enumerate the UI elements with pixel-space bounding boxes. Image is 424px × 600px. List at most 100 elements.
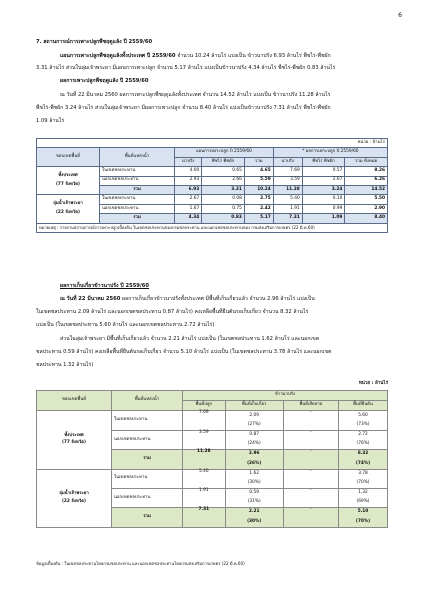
table2-remain-cell: 1.32 [338, 487, 388, 499]
table2-body: ทั้งประเทศ (77 จังหวัด) ในเขตชลประทาน 7.69 2… [36, 410, 388, 528]
table2-damage-cell: - [282, 507, 340, 528]
table1-value-cell: 3.31 [201, 184, 245, 196]
table2-harvest-pct: (31%) [224, 498, 284, 509]
table2-remain-pct: (76%) [338, 439, 388, 451]
plan-heading: แผนการเพาะปลูกพืชฤดูแล้งทั้งประเทศ ปี 25… [60, 53, 176, 59]
result-line1: ณ วันที่ 22 มีนาคม 2560 ผลการเพาะปลูกพืช… [60, 92, 331, 98]
table1-value-cell: 2.93 [173, 175, 203, 186]
harvest-line4: ส่วนในลุ่มเจ้าพระยา มีพื้นที่เก็บเกี่ยวแ… [60, 336, 320, 342]
table1-sub-rice: นาปรัง [173, 156, 203, 168]
table1-header-area: พื้นที่แหล่งน้ำ [99, 147, 175, 168]
table1-row: รวม 4.34 0.83 5.17 7.31 1.09 8.40 [37, 213, 388, 224]
table1-value-cell: 0.99 [301, 203, 346, 215]
harvest-line3: แบ่งเป็น (ในเขตชลประทาน 5.60 ล้านไร่ และ… [36, 322, 215, 328]
table1-sub-total2: รวม ทั้งหมด [344, 156, 388, 168]
table1-value-cell: 6.93 [173, 184, 203, 196]
table2-zone-cell: ลุ่มน้ำเจ้าพระยา (22 จังหวัด) [36, 468, 112, 528]
plan-paragraph-line1: แผนการเพาะปลูกพืชฤดูแล้งทั้งประเทศ ปี 25… [60, 53, 331, 59]
table1-value-cell: 3.24 [301, 184, 346, 196]
table1-value-cell: 4.00 [173, 166, 203, 177]
table2-zone-sub: (22 จังหวัด) [61, 498, 87, 504]
table1-zone-sub: (22 จังหวัด) [55, 209, 81, 215]
table1-value-cell: 2.67 [301, 175, 346, 186]
plan-line1-rest: จำนวน 10.24 ล้านไร่ แบ่งเป็น ข้าวนาปรัง … [175, 53, 331, 59]
table1-zone-sub: (77 จังหวัด) [55, 181, 81, 187]
table2-zone-name: ทั้งประเทศ [64, 432, 84, 438]
table2-remain-cell: 3.78 [338, 468, 388, 479]
table2-row: ทั้งประเทศ (77 จังหวัด) ในเขตชลประทาน 7.69 2… [36, 410, 388, 470]
table2-harvest-cell: 2.09 [224, 410, 284, 421]
harvest-date: ณ วันที่ 22 มีนาคม 2560 [60, 296, 121, 302]
table1-value-cell: 8.40 [344, 213, 388, 224]
table1-value-cell: 1.09 [301, 213, 346, 224]
table1-value-cell: 3.59 [272, 175, 303, 186]
table1-sub-field: พืชไร่ พืชผัก [201, 156, 245, 168]
table2-remain-pct: (70%) [338, 478, 388, 489]
table2-harvest-cell: 0.59 [224, 487, 284, 499]
table1-sub-field2: พืชไร่ พืชผัก [301, 156, 346, 168]
table1-value-cell: 5.59 [243, 175, 274, 186]
table1-value-cell: 0.75 [201, 203, 245, 215]
table2-harvest-cell: 1.62 [224, 468, 284, 479]
table1-value-cell: 8.26 [344, 166, 388, 177]
table2-row: นอกเขตชลประทาน 3.59 0.87-2.72 [37, 429, 388, 451]
result-heading: ผลการเพาะปลูกพืชฤดูแล้ง ปี 2559/60 [60, 78, 149, 84]
table1-area-label: นอกเขตชลประทาน [99, 175, 175, 186]
result-line3: 1.09 ล้านไร่ [36, 118, 65, 124]
table1-value-cell: 0.10 [301, 194, 346, 205]
table2-remain-cell: 5.60 [338, 410, 388, 421]
table1-value-cell: 2.90 [344, 203, 388, 215]
table1-value-cell: 11.28 [272, 184, 303, 196]
table2-header-rice: ข้าวนาปรัง [182, 389, 388, 402]
harvest-line6: ชลประทาน 1.32 ล้านไร่) [36, 362, 94, 368]
table1-header-plan: แผนการเพาะปลูก ปี 2559/60 [174, 147, 274, 158]
table2-harvest-pct: (30%) [224, 517, 284, 528]
table1-header-result: * ผลการเพาะปลูก ปี 2559/60 [272, 147, 389, 158]
table1-area-label: ในเขตชลประทาน [99, 166, 175, 177]
table2-area-label: นอกเขตชลประทาน [111, 487, 183, 509]
table2-plant-cell: 7.69 [182, 410, 226, 431]
table2-plant-cell: 3.59 [182, 429, 226, 451]
table1-body: ทั้งประเทศ (77 จังหวัด) ในเขตชลประทาน 4.00 0… [36, 166, 388, 224]
harvest-table: ขอบเขตพื้นที่ พื้นที่แหล่งน้ำ ข้าวนาปรัง… [36, 389, 388, 528]
page-number: 6 [398, 12, 402, 19]
table1-value-cell: 2.66 [201, 175, 245, 186]
table2-plant-cell: 7.31 [182, 507, 226, 528]
table2-harvest-cell: 2.96 [224, 449, 284, 460]
table1-row: ทั้งประเทศ (77 จังหวัด) ในเขตชลประทาน 4.00 0… [36, 166, 388, 196]
harvest-line2: ในเขตชลประทาน 2.09 ล้านไร่ และนอกเขตชลปร… [36, 309, 309, 315]
table2-remain-cell: 5.10 [338, 507, 388, 518]
table2-zone-sub: (77 จังหวัด) [61, 440, 87, 446]
table1-zone-cell: ทั้งประเทศ (77 จังหวัด) [36, 166, 100, 196]
table2-damage-cell: - [282, 487, 340, 509]
table1-value-cell: 10.24 [243, 184, 274, 196]
table2-harvest-pct: (26%) [224, 459, 284, 470]
table1-value-cell: 1.67 [173, 203, 203, 215]
table1-unit: หน่วย : ล้านไร่ [36, 137, 388, 149]
table2-plant-cell: 1.91 [182, 487, 226, 509]
table2-damage-cell: - [282, 429, 340, 451]
table2-harvest-pct: (30%) [224, 478, 284, 489]
table2-remain-pct: (69%) [338, 498, 388, 509]
table1-value-cell: 0.08 [201, 194, 245, 205]
table2-header-zone: ขอบเขตพื้นที่ [36, 389, 112, 412]
table2-row: รวม 7.31 2.21-5.10 [37, 507, 388, 528]
table1-sub-rice2: นาปรัง [272, 156, 303, 168]
table2-harvest-cell: 2.21 [224, 507, 284, 518]
table1-value-cell: 2.42 [243, 203, 274, 215]
table1-value-cell: 5.17 [243, 213, 274, 224]
table2-remain-pct: (74%) [338, 459, 388, 470]
table2-unit: หน่วย : ล้านไร่ [358, 381, 388, 386]
table2-zone-cell: ทั้งประเทศ (77 จังหวัด) [36, 410, 112, 470]
table2-harvest-pct: (27%) [224, 420, 284, 431]
plan-line2: 3.31 ล้านไร่ ส่วนในลุ่มเจ้าพระยา มีแผนกา… [36, 65, 336, 71]
table1-value-cell: 7.31 [272, 213, 303, 224]
section-title: 7. สถานการณ์การเพาะปลูกพืชฤดูแล้ง ปี 255… [36, 39, 153, 45]
table1-row: นอกเขตชลประทาน 1.67 0.75 2.42 1.91 0.99 2.90 [37, 203, 388, 215]
table2-area-label: นอกเขตชลประทาน [111, 429, 183, 451]
table2-damage-cell: - [282, 410, 340, 431]
result-line2: พืชไร่-พืชผัก 3.24 ล้านไร่ ส่วนในลุ่มเจ้… [36, 105, 331, 111]
table2-plant-cell: 11.28 [182, 449, 226, 470]
table2-row: รวม 11.28 2.96-8.32 [37, 449, 388, 470]
harvest-line5: ชลประทาน 0.59 ล้านไร่) คงเหลือพื้นที่ยืน… [36, 349, 332, 355]
